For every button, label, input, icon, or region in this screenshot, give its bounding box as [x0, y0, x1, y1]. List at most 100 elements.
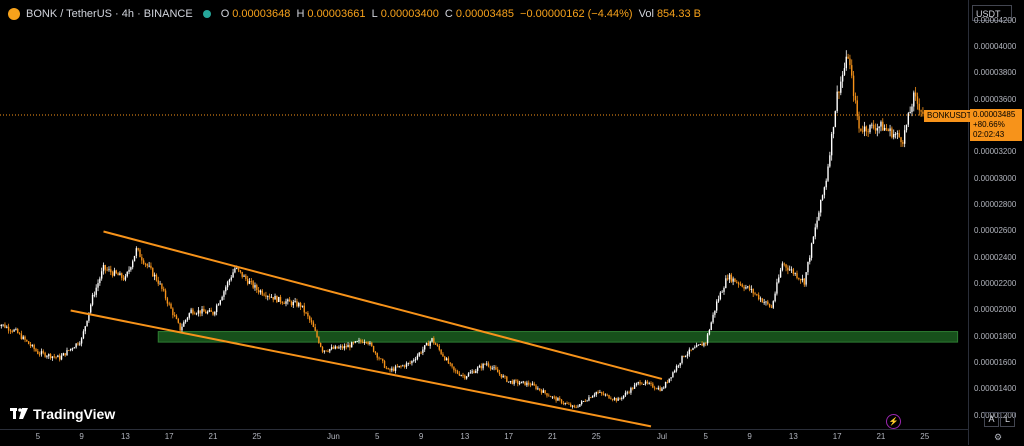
candle-body — [572, 406, 573, 407]
candle-body — [152, 268, 153, 276]
candle-body — [647, 382, 648, 384]
symbol-price-tag: BONKUSDT — [924, 110, 974, 122]
candle-body — [81, 338, 82, 343]
candle-body — [123, 278, 124, 280]
candle-body — [840, 82, 841, 93]
candle-body — [59, 356, 60, 360]
candle-body — [353, 342, 354, 343]
candle-body — [283, 303, 284, 304]
candle-body — [851, 65, 852, 75]
candle-body — [75, 343, 76, 347]
candle-body — [192, 310, 193, 314]
candle-body — [774, 294, 775, 302]
candle-body — [676, 366, 677, 371]
candle-body — [835, 111, 836, 127]
candle-body — [294, 301, 295, 302]
candle-body — [46, 356, 47, 357]
lightning-icon[interactable]: ⚡ — [886, 414, 901, 429]
candle-body — [252, 281, 253, 287]
candle-body — [672, 372, 673, 377]
candle-body — [685, 356, 686, 357]
candle-body — [822, 195, 823, 200]
candle-body — [86, 321, 87, 326]
candle-body — [364, 342, 365, 343]
time-tick-label: 9 — [79, 432, 83, 441]
candle-body — [873, 125, 874, 128]
candle-body — [309, 316, 310, 320]
candle-body — [568, 404, 569, 405]
candle-body — [751, 289, 752, 290]
candle-body — [654, 387, 655, 388]
candle-body — [139, 250, 140, 257]
candle-body — [670, 377, 671, 378]
candle-body — [119, 273, 120, 275]
candle-body — [767, 302, 768, 304]
candle-body — [725, 278, 726, 288]
candle-body — [24, 337, 25, 340]
price-axis[interactable] — [968, 0, 1024, 445]
candle-body — [64, 353, 65, 355]
candle-body — [565, 403, 566, 404]
candle-body — [273, 297, 274, 299]
candle-body — [37, 351, 38, 354]
candle-body — [893, 134, 894, 137]
candle-body — [141, 257, 142, 260]
candle-body — [700, 344, 701, 345]
candle-body — [90, 305, 91, 313]
candle-body — [776, 282, 777, 293]
candle-body — [136, 248, 137, 256]
candle-body — [911, 107, 912, 112]
candle-body — [41, 351, 42, 354]
price-chart[interactable] — [0, 0, 968, 429]
candle-body — [681, 356, 682, 363]
candle-body — [320, 343, 321, 347]
last-price-tag: 0.00003485 +80.66% 02:02:43 — [970, 109, 1022, 141]
candle-body — [583, 401, 584, 402]
candle-body — [174, 315, 175, 316]
candle-body — [134, 256, 135, 261]
candle-body — [366, 342, 367, 343]
candle-body — [161, 284, 162, 289]
candle-body — [433, 338, 434, 343]
candle-body — [869, 125, 870, 132]
candle-body — [904, 130, 905, 144]
candle-body — [689, 350, 690, 355]
candle-body — [857, 100, 858, 116]
time-tick-label: 17 — [165, 432, 174, 441]
candle-body — [909, 112, 910, 113]
candle-body — [634, 385, 635, 389]
candle-body — [902, 142, 903, 144]
candle-body — [451, 364, 452, 367]
candle-body — [185, 320, 186, 322]
candle-body — [623, 395, 624, 398]
candle-body — [429, 342, 430, 346]
candle-body — [512, 381, 513, 384]
candle-body — [665, 382, 666, 388]
candle-body — [619, 398, 620, 399]
price-tick-label: 0.00002400 — [974, 253, 1016, 262]
candle-body — [858, 116, 859, 128]
channel-lower-trendline — [71, 310, 651, 426]
candle-body — [796, 273, 797, 278]
candle-body — [836, 92, 837, 111]
candle-body — [862, 131, 863, 132]
tradingview-logo[interactable]: TradingView — [10, 406, 115, 422]
price-tick-label: 0.00002000 — [974, 305, 1016, 314]
candle-body — [254, 285, 255, 288]
time-tick-label: 25 — [252, 432, 261, 441]
log-scale-button[interactable]: L — [1000, 412, 1015, 427]
candle-body — [878, 127, 879, 129]
candle-body — [362, 342, 363, 343]
candle-body — [360, 340, 361, 341]
time-tick-label: 21 — [209, 432, 218, 441]
candle-body — [227, 282, 228, 287]
candle-body — [847, 57, 848, 59]
candle-body — [636, 383, 637, 385]
settings-gear-icon[interactable]: ⚙ — [994, 432, 1002, 443]
candle-body — [895, 134, 896, 135]
auto-scale-button[interactable]: A — [984, 412, 999, 427]
candle-body — [601, 392, 602, 393]
candle-body — [632, 388, 633, 389]
time-axis[interactable] — [0, 429, 968, 446]
candle-body — [561, 400, 562, 404]
